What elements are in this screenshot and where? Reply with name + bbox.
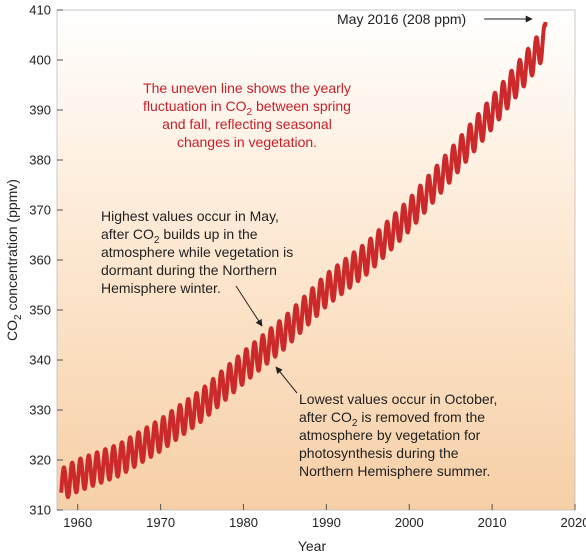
- y-tick-label: 330: [29, 403, 51, 418]
- plot-area: [56, 9, 576, 511]
- x-axis-title: Year: [298, 538, 327, 554]
- svg-text:The uneven line shows the year: The uneven line shows the yearly: [143, 80, 351, 96]
- svg-text:and fall, reflecting seasonal: and fall, reflecting seasonal: [162, 116, 332, 132]
- svg-text:Hemisphere winter.: Hemisphere winter.: [101, 280, 221, 296]
- highest-arrow: [235, 285, 263, 327]
- svg-text:after CO2 is removed from the: after CO2 is removed from the: [299, 409, 485, 429]
- y-tick-label: 400: [29, 53, 51, 68]
- svg-text:atmosphere by vegetation for: atmosphere by vegetation for: [299, 427, 481, 443]
- y-tick-label: 370: [29, 203, 51, 218]
- lowest-values-annotation: Lowest values occur in October, after CO…: [275, 366, 497, 479]
- x-axis: 1960 1970 1980 1990 2000 2010 2020: [63, 504, 586, 530]
- x-tick-label: 1970: [146, 515, 175, 530]
- peak-label: May 2016 (208 ppm): [337, 11, 466, 27]
- y-tick-label: 320: [29, 453, 51, 468]
- svg-text:after CO2 builds up in the: after CO2 builds up in the: [101, 226, 258, 246]
- x-tick-label: 1990: [312, 515, 341, 530]
- y-axis: 310 320 330 340 350 360 370 380 390 400 410: [29, 3, 63, 518]
- highest-values-annotation: Highest values occur in May, after CO2 b…: [101, 208, 293, 327]
- svg-text:changes in vegetation.: changes in vegetation.: [177, 134, 317, 150]
- y-tick-label: 380: [29, 153, 51, 168]
- y-tick-label: 390: [29, 103, 51, 118]
- y-tick-label: 340: [29, 353, 51, 368]
- y-tick-label: 350: [29, 303, 51, 318]
- y-tick-label: 410: [29, 3, 51, 18]
- lowest-arrow: [275, 366, 298, 394]
- x-tick-label: 1960: [63, 515, 92, 530]
- co2-series-line: [59, 21, 548, 500]
- svg-text:fluctuation in CO2 between spr: fluctuation in CO2 between spring: [143, 98, 351, 118]
- svg-text:Lowest values occur in October: Lowest values occur in October,: [299, 391, 497, 407]
- x-tick-label: 1980: [229, 515, 258, 530]
- y-tick-label: 360: [29, 253, 51, 268]
- y-axis-title: CO2 concentration (ppmv): [4, 179, 24, 341]
- x-tick-label: 2010: [478, 515, 507, 530]
- svg-text:atmosphere while vegetation is: atmosphere while vegetation is: [101, 244, 293, 260]
- y-tick-label: 310: [29, 503, 51, 518]
- svg-text:Highest values occur in May,: Highest values occur in May,: [101, 208, 279, 224]
- svg-text:Northern Hemisphere summer.: Northern Hemisphere summer.: [299, 463, 490, 479]
- svg-text:dormant during the Northern: dormant during the Northern: [101, 262, 277, 278]
- seasonal-annotation: The uneven line shows the yearly fluctua…: [143, 80, 351, 150]
- x-tick-label: 2000: [395, 515, 424, 530]
- svg-text:photosynthesis during the: photosynthesis during the: [299, 445, 459, 461]
- x-tick-label: 2020: [561, 515, 586, 530]
